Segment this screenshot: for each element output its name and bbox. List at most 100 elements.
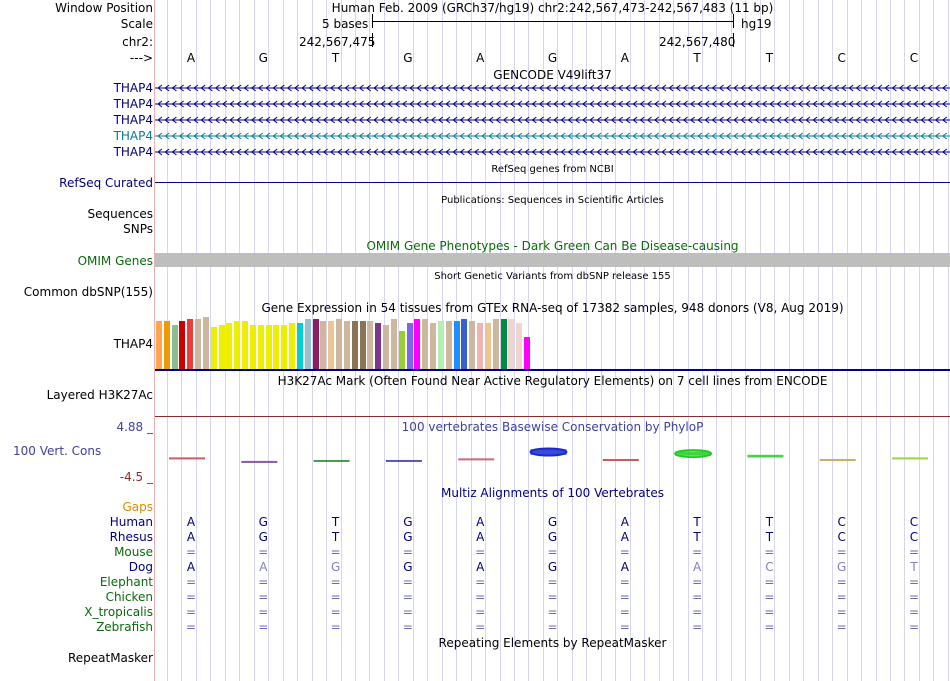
gtex-tissue-bar[interactable] [493, 319, 499, 369]
gtex-tissue-bar[interactable] [516, 323, 522, 369]
gtex-tissue-bar[interactable] [203, 317, 209, 369]
gtex-tissue-bar[interactable] [336, 319, 342, 369]
gtex-tissue-bar[interactable] [438, 321, 444, 369]
gtex-tissue-bar[interactable] [469, 321, 475, 369]
gencode-transcript[interactable] [155, 146, 950, 158]
gtex-tissue-bar[interactable] [305, 319, 311, 369]
publications-title[interactable]: Publications: Sequences in Scientific Ar… [441, 195, 664, 206]
cons-mark[interactable] [602, 459, 639, 461]
refseq-gene-line[interactable] [155, 182, 950, 183]
gtex-bar-chart[interactable] [155, 316, 950, 369]
gtex-tissue-bar[interactable] [242, 321, 248, 369]
cons-chart[interactable] [155, 434, 950, 480]
species-label[interactable]: Mouse [114, 545, 153, 559]
repeat-label[interactable]: RepeatMasker [67, 651, 153, 665]
refseq-title[interactable]: RefSeq genes from NCBI [491, 164, 614, 175]
species-label[interactable]: Zebrafish [96, 620, 153, 634]
gencode-transcript-label[interactable]: THAP4 [113, 81, 153, 95]
cons-mark[interactable] [313, 459, 350, 462]
gtex-tissue-bar[interactable] [422, 319, 428, 369]
cons-mark[interactable] [892, 457, 928, 460]
gtex-tissue-bar[interactable] [179, 321, 185, 369]
dbsnp-label[interactable]: Common dbSNP(155) [23, 285, 153, 299]
species-label[interactable]: X_tropicalis [84, 605, 153, 619]
gtex-tissue-bar[interactable] [289, 323, 295, 369]
cons-mark[interactable] [458, 458, 495, 461]
cons-mark[interactable] [529, 447, 568, 457]
gtex-tissue-bar[interactable] [414, 319, 420, 369]
gtex-tissue-bar[interactable] [156, 321, 162, 369]
gtex-tissue-bar[interactable] [172, 325, 178, 369]
cons-label[interactable]: 100 Vert. Cons [13, 444, 102, 458]
gencode-transcript[interactable] [155, 98, 950, 110]
gencode-title[interactable]: GENCODE V49lift37 [493, 68, 612, 82]
gtex-tissue-bar[interactable] [399, 331, 405, 369]
refseq-label[interactable]: RefSeq Curated [59, 176, 153, 190]
gtex-tissue-bar[interactable] [211, 327, 217, 369]
gtex-tissue-bar[interactable] [407, 323, 413, 369]
gtex-tissue-bar[interactable] [508, 319, 514, 369]
omim-title[interactable]: OMIM Gene Phenotypes - Dark Green Can Be… [366, 239, 739, 253]
gtex-tissue-bar[interactable] [273, 325, 279, 369]
cons-mark[interactable] [241, 460, 278, 463]
omim-label[interactable]: OMIM Genes [77, 254, 153, 268]
gtex-tissue-bar[interactable] [187, 319, 193, 369]
gencode-transcript[interactable] [155, 130, 950, 142]
gencode-transcript-label[interactable]: THAP4 [113, 113, 153, 127]
gtex-tissue-bar[interactable] [226, 323, 232, 369]
gtex-tissue-bar[interactable] [313, 319, 319, 369]
gencode-transcript[interactable] [155, 114, 950, 126]
gtex-tissue-bar[interactable] [454, 321, 460, 369]
gaps-label[interactable]: Gaps [122, 500, 153, 514]
species-label[interactable]: Dog [128, 560, 153, 574]
gtex-tissue-bar[interactable] [258, 325, 264, 369]
gtex-tissue-bar[interactable] [430, 323, 436, 369]
gtex-title[interactable]: Gene Expression in 54 tissues from GTEx … [261, 301, 844, 315]
gtex-tissue-bar[interactable] [320, 321, 326, 369]
gtex-tissue-bar[interactable] [360, 321, 366, 369]
h3k27ac-title[interactable]: H3K27Ac Mark (Often Found Near Active Re… [277, 374, 828, 388]
cons-title[interactable]: 100 vertebrates Basewise Conservation by… [401, 420, 704, 434]
gtex-tissue-bar[interactable] [250, 325, 256, 369]
gtex-tissue-bar[interactable] [297, 323, 303, 369]
gencode-transcript-label[interactable]: THAP4 [113, 145, 153, 159]
gtex-tissue-bar[interactable] [485, 323, 491, 369]
h3k27ac-label[interactable]: Layered H3K27Ac [46, 388, 153, 402]
gtex-tissue-bar[interactable] [266, 325, 272, 369]
repeat-title[interactable]: Repeating Elements by RepeatMasker [438, 636, 667, 650]
cons-mark[interactable] [674, 449, 713, 459]
gencode-transcript[interactable] [155, 82, 950, 94]
cons-mark[interactable] [819, 459, 856, 461]
species-label[interactable]: Human [109, 515, 153, 529]
gtex-tissue-bar[interactable] [501, 319, 507, 369]
gtex-tissue-bar[interactable] [164, 321, 170, 369]
gencode-transcript-label[interactable]: THAP4 [113, 97, 153, 111]
gtex-tissue-bar[interactable] [328, 321, 334, 369]
gtex-tissue-bar[interactable] [524, 337, 530, 369]
gtex-tissue-bar[interactable] [281, 325, 287, 369]
dbsnp-title[interactable]: Short Genetic Variants from dbSNP releas… [434, 271, 671, 282]
gtex-tissue-bar[interactable] [219, 325, 225, 369]
cons-svg[interactable] [155, 434, 950, 480]
species-label[interactable]: Elephant [99, 575, 153, 589]
gtex-tissue-bar[interactable] [344, 321, 350, 369]
gtex-tissue-bar[interactable] [375, 323, 381, 369]
cons-mark[interactable] [169, 457, 205, 460]
gtex-tissue-bar[interactable] [461, 319, 467, 369]
gtex-tissue-bar[interactable] [195, 319, 201, 369]
gtex-tissue-bar[interactable] [383, 325, 389, 369]
gtex-tissue-bar[interactable] [446, 321, 452, 369]
gtex-tissue-bar[interactable] [477, 323, 483, 369]
gtex-label[interactable]: THAP4 [113, 337, 153, 351]
gtex-tissue-bar[interactable] [234, 321, 240, 369]
gtex-tissue-bar[interactable] [352, 321, 358, 369]
omim-gene-block[interactable] [155, 253, 950, 267]
multiz-title[interactable]: Multiz Alignments of 100 Vertebrates [440, 486, 665, 500]
gencode-transcript-label[interactable]: THAP4 [113, 129, 153, 143]
gtex-tissue-bar[interactable] [391, 319, 397, 369]
cons-mark[interactable] [385, 459, 422, 462]
snps-label[interactable]: SNPs [123, 222, 153, 236]
species-label[interactable]: Rhesus [109, 530, 153, 544]
cons-mark[interactable] [747, 454, 784, 458]
gtex-tissue-bar[interactable] [367, 321, 373, 369]
